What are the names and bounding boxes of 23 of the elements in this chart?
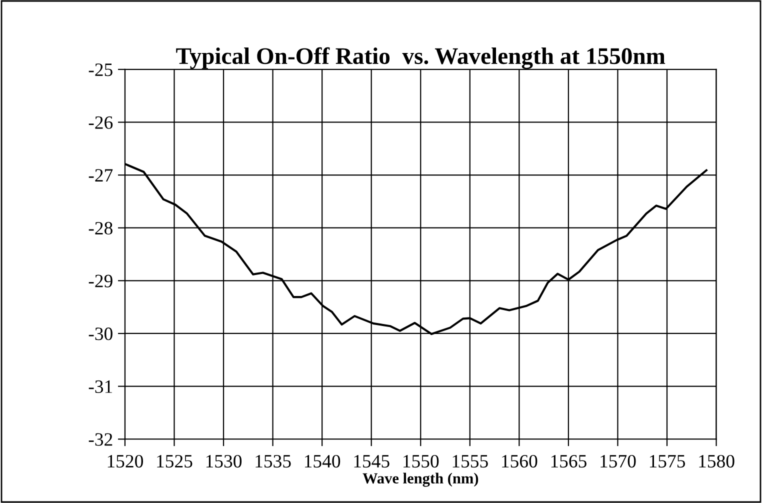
x-tick-label: 1545: [354, 455, 390, 468]
x-tick-label: 1525: [157, 454, 192, 468]
x-tick-label: 1540: [304, 454, 340, 468]
y-tick-label: -32: [88, 433, 112, 446]
y-tick-label: -25: [88, 64, 112, 76]
y-tick-label: -30: [88, 328, 112, 340]
y-tick-label: -29: [88, 274, 112, 288]
x-tick-label: 1530: [206, 454, 242, 468]
x-axis-title: Wave length (nm): [362, 472, 478, 487]
x-tick-label: 1580: [699, 454, 734, 468]
y-tick-label: -31: [88, 380, 112, 393]
y-tick-label: -26: [88, 116, 113, 129]
x-tick-label: 1575: [650, 455, 686, 468]
x-tick-label: 1560: [502, 454, 538, 468]
x-tick-label: 1570: [600, 454, 636, 468]
y-tick-label: -28: [88, 222, 112, 235]
chart-title: Typical On-Off Ratio vs. Wavelength at 1550nm: [176, 47, 666, 70]
x-tick-label: 1535: [256, 454, 291, 468]
x-tick-label: 1565: [551, 454, 586, 468]
x-tick-label: 1555: [452, 455, 488, 468]
y-tick-label: -27: [88, 169, 113, 182]
x-tick-label: 1550: [404, 454, 439, 468]
x-tick-label: 1520: [108, 454, 144, 468]
